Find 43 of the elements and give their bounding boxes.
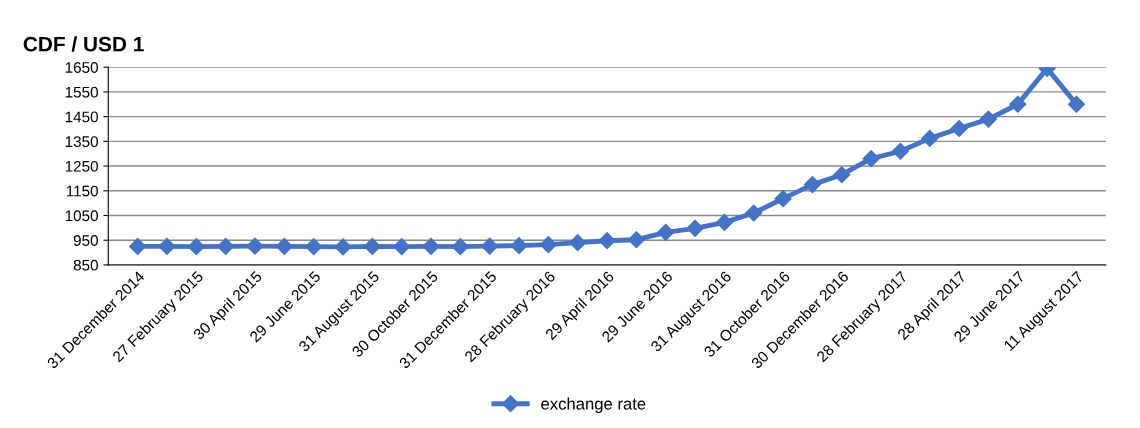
point	[1009, 95, 1027, 113]
point	[657, 223, 675, 241]
point	[833, 166, 851, 184]
point	[1067, 95, 1086, 113]
point	[451, 238, 469, 256]
y-tick-label: 1250	[65, 160, 98, 172]
point	[774, 190, 792, 208]
y-tick-label: 950	[73, 235, 98, 246]
point	[950, 119, 968, 138]
point	[979, 110, 997, 128]
y-tick-label: 1350	[65, 136, 98, 148]
point	[715, 213, 733, 231]
point	[539, 236, 557, 254]
y-tick-label: 850	[73, 259, 98, 271]
point	[510, 237, 528, 255]
point	[246, 237, 264, 255]
chart-title: CDF / USD 1	[23, 36, 144, 52]
point	[275, 237, 293, 255]
point	[422, 237, 440, 255]
point	[862, 150, 880, 168]
y-tick-label: 1450	[65, 111, 98, 123]
point	[187, 238, 205, 256]
point	[569, 234, 587, 252]
y-tick-label: 1150	[66, 185, 98, 197]
point	[363, 237, 381, 255]
y-tick-label: 1550	[65, 86, 98, 98]
point	[921, 129, 939, 147]
point	[334, 238, 352, 256]
point	[598, 232, 616, 250]
point	[803, 176, 821, 194]
point	[627, 231, 645, 249]
point	[305, 238, 323, 256]
point	[129, 237, 147, 255]
point	[481, 237, 499, 255]
y-tick-label: 1050	[65, 210, 98, 222]
point	[217, 237, 235, 255]
point	[686, 219, 704, 237]
point	[745, 204, 763, 222]
legend-label: exchange rate	[541, 397, 646, 413]
point	[158, 237, 176, 255]
point	[393, 238, 411, 256]
point	[891, 142, 909, 160]
y-tick-label: 1650	[65, 62, 98, 73]
